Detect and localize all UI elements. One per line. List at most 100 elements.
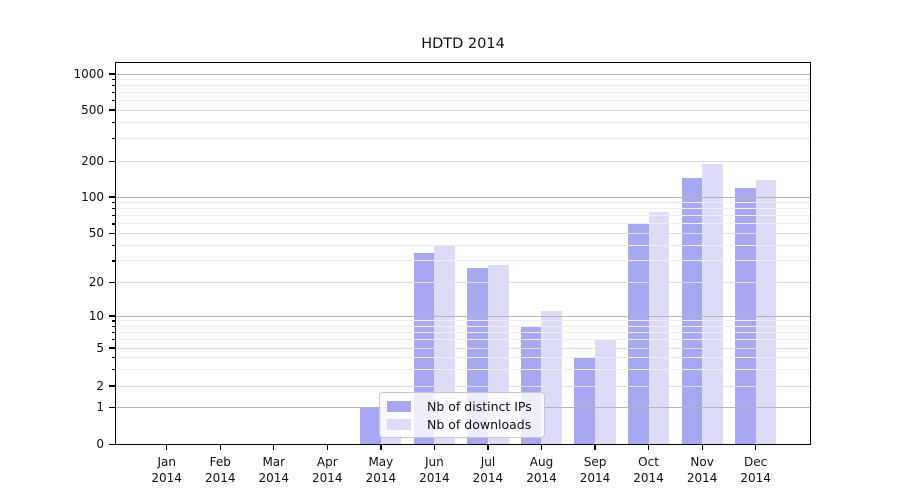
x-tick-label-oct: Oct 2014: [617, 454, 681, 486]
x-tick-year: 2014: [686, 471, 718, 485]
y-tick-label: 1000: [73, 66, 104, 81]
bar-nb-of-distinct-ips-may: [360, 407, 381, 445]
y-tick-mark: [109, 281, 115, 284]
x-tick-year: 2014: [472, 471, 504, 485]
bar-nb-of-distinct-ips-oct: [627, 223, 649, 445]
x-tick-year: 2014: [419, 471, 450, 485]
gridline-y-minor-7: [115, 331, 811, 333]
y-tick-mark-minor: [111, 84, 115, 87]
x-tick-mark: [273, 445, 275, 450]
bar-nb-of-downloads-oct: [648, 212, 670, 445]
y-tick-label: 100: [81, 189, 104, 204]
gridline-y-1000: [115, 73, 811, 75]
x-tick-year: 2014: [258, 471, 290, 485]
x-tick-mark: [219, 445, 221, 450]
x-tick-year: 2014: [312, 471, 343, 485]
gridline-y-20: [115, 282, 811, 283]
bar-nb-of-downloads-nov: [702, 164, 723, 445]
gridline-y-minor-80: [115, 208, 811, 210]
y-tick-mark: [109, 196, 115, 198]
x-tick-mark: [433, 445, 436, 450]
bar-nb-of-distinct-ips-sep: [574, 357, 595, 445]
legend-label-downloads: Nb of downloads: [427, 416, 532, 432]
plot-area: 0 1 2 5 10 20 50 100 200 500 1000 Jan 2014 Feb 2014 Mar…: [73, 62, 811, 485]
y-tick-mark-minor: [111, 223, 115, 225]
y-tick-mark-minor: [111, 99, 115, 102]
legend-item-distinct-ips: Nb of distinct IPs: [387, 399, 536, 414]
gridline-y-minor-4: [115, 356, 811, 358]
y-tick-label: 20: [88, 275, 104, 289]
legend-swatch-distinct-ips: [387, 400, 411, 412]
y-tick-label: 0: [96, 437, 104, 451]
y-tick-mark-minor: [111, 215, 115, 217]
x-tick-mark: [647, 445, 650, 450]
y-tick-mark: [109, 109, 115, 111]
x-tick-month: Aug: [529, 455, 554, 469]
legend: Nb of distinct IPs Nb of downloads: [379, 392, 545, 438]
y-tick-mark-minor: [111, 338, 115, 341]
y-tick-mark-minor: [111, 244, 115, 247]
gridline-y-minor-700: [115, 92, 811, 94]
x-tick-label-dec: Dec 2014: [724, 454, 788, 486]
y-tick-mark-minor: [111, 138, 115, 140]
x-tick-mark: [380, 445, 382, 450]
x-tick-year: 2014: [204, 471, 236, 485]
x-tick-mark: [755, 445, 757, 450]
gridline-y-minor-9: [115, 320, 811, 322]
x-tick-mark: [487, 445, 489, 450]
y-tick-mark: [109, 385, 115, 387]
y-tick-label: 10: [88, 308, 104, 323]
y-tick-label: 1: [96, 400, 104, 414]
y-tick-label: 200: [81, 154, 104, 168]
gridline-y-minor-6: [115, 339, 811, 341]
x-tick-label-jan: Jan 2014: [135, 454, 199, 486]
gridline-y-minor-3: [115, 368, 811, 370]
x-tick-mark: [166, 445, 168, 450]
gridline-y-500: [115, 109, 811, 111]
y-tick-mark-minor: [111, 91, 115, 94]
x-tick-mark: [594, 445, 596, 450]
gridline-y-minor-8: [115, 325, 811, 327]
gridline-y-minor-400: [115, 122, 811, 124]
x-tick-label-jul: Jul 2014: [456, 454, 520, 486]
y-tick-mark-minor: [111, 320, 115, 322]
x-tick-label-feb: Feb 2014: [188, 454, 252, 486]
gridline-y-200: [115, 161, 811, 162]
x-tick-year: 2014: [633, 471, 664, 485]
bar-nb-of-downloads-dec: [755, 179, 777, 445]
x-tick-year: 2014: [365, 471, 397, 485]
x-tick-month: Oct: [638, 455, 659, 469]
x-tick-label-nov: Nov 2014: [670, 454, 734, 486]
x-tick-month: May: [368, 455, 394, 469]
x-tick-year: 2014: [151, 471, 182, 485]
gridline-y-minor-90: [115, 202, 811, 204]
x-tick-month: Apr: [316, 455, 338, 469]
x-tick-label-may: May 2014: [349, 454, 413, 486]
bar-nb-of-distinct-ips-nov: [681, 177, 703, 445]
gridline-y-10: [115, 315, 811, 317]
y-tick-mark-minor: [111, 121, 115, 124]
gridline-y-5: [115, 347, 811, 349]
gridline-y-100: [115, 196, 811, 198]
x-tick-month: Sep: [583, 455, 607, 469]
gridline-y-minor-70: [115, 215, 811, 217]
y-tick-mark-minor: [111, 201, 115, 204]
x-tick-mark: [701, 445, 703, 450]
y-tick-mark: [109, 315, 115, 317]
x-tick-month: Mar: [262, 455, 286, 469]
x-tick-month: Jan: [157, 455, 176, 469]
y-tick-mark-minor: [111, 78, 115, 81]
y-tick-mark: [109, 160, 115, 163]
x-tick-label-sep: Sep 2014: [563, 454, 627, 486]
legend-item-downloads: Nb of downloads: [387, 416, 536, 432]
y-tick-mark-minor: [111, 356, 115, 358]
y-tick-label: 2: [96, 378, 104, 393]
y-tick-mark-minor: [111, 260, 115, 262]
y-tick-mark: [109, 73, 115, 75]
chart-title: HDTD 2014: [421, 36, 505, 52]
x-tick-label-apr: Apr 2014: [295, 454, 359, 486]
x-tick-label-jun: Jun 2014: [402, 454, 466, 486]
x-tick-mark: [540, 445, 543, 450]
x-tick-year: 2014: [526, 471, 557, 485]
y-tick-mark-minor: [111, 208, 115, 210]
